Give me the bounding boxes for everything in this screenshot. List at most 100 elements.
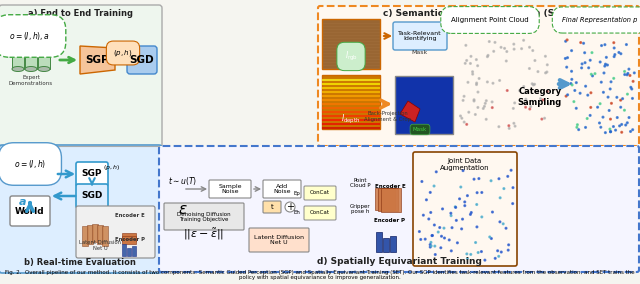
Text: Add
Noise: Add Noise bbox=[273, 183, 291, 195]
Point bbox=[486, 236, 497, 241]
Point bbox=[463, 110, 474, 114]
Ellipse shape bbox=[25, 66, 37, 72]
Point bbox=[620, 69, 630, 74]
Bar bbox=[390, 236, 396, 252]
Text: Final Representation p: Final Representation p bbox=[563, 17, 637, 23]
Point bbox=[524, 66, 534, 71]
Point bbox=[470, 240, 481, 245]
Point bbox=[596, 125, 606, 130]
Text: Encoder E: Encoder E bbox=[115, 213, 145, 218]
Point bbox=[536, 96, 546, 101]
Point bbox=[502, 49, 512, 54]
Point bbox=[435, 225, 445, 230]
Point bbox=[483, 53, 493, 58]
Text: Mask: Mask bbox=[412, 50, 428, 55]
Text: ConCat: ConCat bbox=[310, 210, 330, 216]
Ellipse shape bbox=[38, 49, 50, 53]
Point bbox=[596, 80, 607, 84]
Point bbox=[623, 71, 633, 76]
Point bbox=[469, 177, 479, 181]
Point bbox=[527, 48, 538, 53]
Point bbox=[421, 198, 431, 202]
Point bbox=[504, 243, 514, 247]
Point bbox=[414, 229, 424, 234]
Text: $I_{\rm rgb}$: $I_{\rm rgb}$ bbox=[344, 50, 358, 63]
Text: Encoder P: Encoder P bbox=[374, 218, 406, 223]
Point bbox=[490, 40, 500, 45]
Point bbox=[495, 220, 505, 224]
Point bbox=[561, 94, 572, 99]
Point bbox=[566, 77, 577, 82]
Point bbox=[461, 252, 472, 256]
Point bbox=[614, 124, 625, 128]
Point bbox=[600, 64, 610, 68]
Point bbox=[461, 58, 472, 63]
Point bbox=[504, 126, 515, 131]
Point bbox=[494, 176, 504, 181]
Text: Point
Cloud P: Point Cloud P bbox=[349, 178, 371, 188]
Text: Encoder P: Encoder P bbox=[115, 237, 145, 242]
Point bbox=[415, 237, 426, 242]
Bar bbox=[132, 246, 136, 256]
Point bbox=[472, 202, 482, 207]
Point bbox=[605, 87, 615, 91]
Point bbox=[458, 168, 468, 173]
Point bbox=[462, 256, 472, 261]
Bar bbox=[122, 244, 126, 256]
Bar bbox=[97, 225, 103, 244]
Point bbox=[469, 97, 479, 102]
Point bbox=[540, 116, 550, 120]
Bar bbox=[122, 236, 136, 241]
Point bbox=[487, 100, 497, 104]
Point bbox=[527, 82, 538, 86]
Point bbox=[624, 67, 634, 71]
Point bbox=[616, 130, 627, 135]
Point bbox=[460, 203, 470, 208]
FancyBboxPatch shape bbox=[209, 180, 251, 198]
Text: Expert
Demonstrations: Expert Demonstrations bbox=[9, 75, 53, 86]
Point bbox=[430, 252, 440, 257]
Point bbox=[529, 82, 540, 87]
Text: SGD: SGD bbox=[81, 191, 102, 201]
Point bbox=[530, 58, 540, 63]
Point bbox=[542, 62, 552, 67]
Point bbox=[605, 130, 616, 134]
Point bbox=[588, 74, 598, 78]
Point bbox=[426, 240, 436, 245]
Point bbox=[521, 97, 531, 101]
Point bbox=[579, 41, 589, 45]
Point bbox=[626, 85, 636, 89]
Point bbox=[506, 168, 516, 172]
Point bbox=[460, 200, 470, 204]
Point bbox=[616, 105, 626, 110]
Text: Latent Diffusion
Net U: Latent Diffusion Net U bbox=[79, 240, 121, 251]
Text: $\varepsilon$: $\varepsilon$ bbox=[178, 202, 188, 216]
Point bbox=[595, 121, 605, 125]
Point bbox=[473, 250, 483, 255]
Point bbox=[496, 45, 506, 50]
Point bbox=[518, 38, 529, 43]
Point bbox=[600, 62, 611, 66]
Text: t: t bbox=[271, 204, 273, 210]
Point bbox=[575, 91, 585, 95]
Point bbox=[612, 115, 622, 120]
Point bbox=[563, 93, 573, 97]
Point bbox=[447, 225, 457, 230]
Point bbox=[473, 90, 483, 94]
Point bbox=[451, 205, 461, 210]
Point bbox=[461, 122, 472, 127]
Bar bbox=[381, 188, 401, 212]
Point bbox=[480, 101, 490, 106]
Bar bbox=[378, 188, 398, 211]
Text: Category
Sampling: Category Sampling bbox=[518, 87, 562, 107]
Point bbox=[599, 71, 609, 75]
Point bbox=[451, 218, 461, 223]
Point bbox=[466, 54, 476, 59]
Point bbox=[425, 190, 435, 195]
Point bbox=[533, 69, 543, 74]
Point bbox=[483, 80, 493, 84]
Ellipse shape bbox=[38, 66, 50, 72]
Point bbox=[566, 48, 577, 53]
Point bbox=[620, 72, 630, 77]
FancyBboxPatch shape bbox=[263, 180, 301, 198]
